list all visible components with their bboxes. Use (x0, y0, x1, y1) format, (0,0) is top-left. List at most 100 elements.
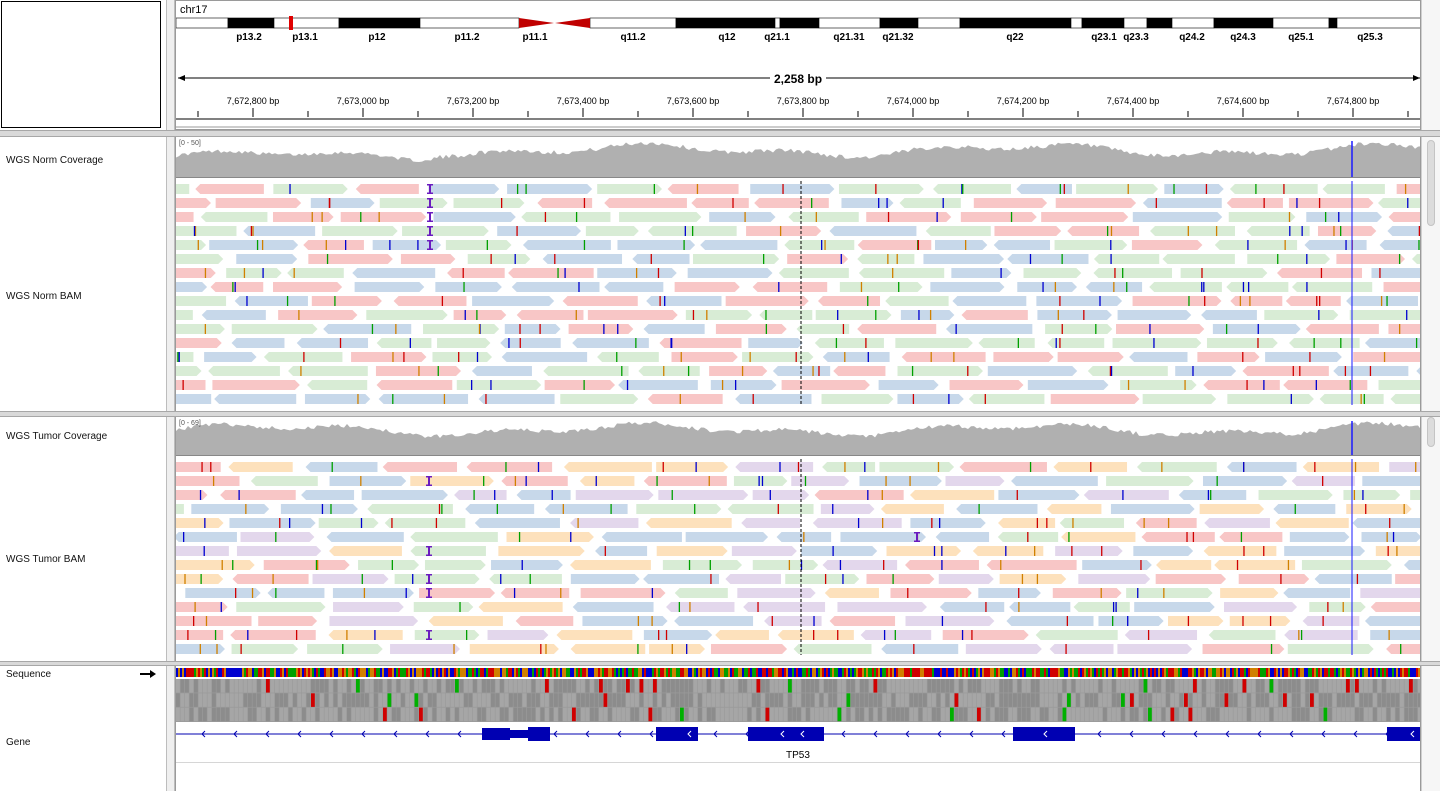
mismatch-mark (1360, 394, 1362, 404)
tumor-scrollbar-thumb[interactable] (1427, 417, 1435, 447)
mismatch-mark (1000, 560, 1002, 570)
codon (441, 679, 446, 693)
mismatch-mark (1318, 310, 1320, 320)
mismatch-mark (247, 630, 249, 640)
codon (585, 707, 590, 722)
codon (1233, 707, 1238, 722)
sequence-label[interactable]: Sequence (6, 669, 52, 680)
panel-divider[interactable] (0, 130, 1440, 137)
strand-arrow (265, 730, 270, 738)
mismatch-mark (777, 504, 779, 514)
gene-label[interactable]: Gene (6, 737, 31, 748)
codon (419, 679, 423, 693)
read (935, 240, 988, 250)
read (469, 644, 559, 654)
mismatch-mark (1387, 546, 1389, 556)
norm-coverage-track[interactable] (176, 137, 1421, 179)
gene-track[interactable] (176, 724, 1421, 762)
codon (293, 707, 297, 722)
codon (1251, 693, 1256, 707)
base (1410, 668, 1412, 677)
norm-scrollbar-thumb[interactable] (1427, 140, 1435, 226)
codon (1067, 693, 1071, 707)
mismatch-mark (818, 366, 820, 376)
norm-scrollbar[interactable] (1421, 137, 1440, 411)
position-ruler[interactable]: 7,672,800 bp 7,673,000 bp 7,673,200 bp 7,67… (176, 53, 1421, 130)
mismatch-mark (279, 518, 281, 528)
base (292, 668, 294, 677)
mismatch-mark (721, 380, 724, 390)
feature-scrollbar[interactable] (1421, 666, 1440, 791)
tumor-coverage-label[interactable]: WGS Tumor Coverage (6, 431, 108, 442)
codon (266, 679, 270, 693)
codon (824, 679, 828, 693)
base (1306, 668, 1308, 677)
codon (824, 707, 828, 722)
mismatch-mark (883, 560, 885, 570)
tumor-bam-track[interactable] (176, 459, 1421, 661)
read (587, 310, 678, 320)
read (1349, 310, 1420, 320)
tumor-scrollbar[interactable] (1421, 417, 1440, 661)
read (1283, 588, 1351, 598)
read (822, 352, 890, 362)
cytoband (774, 17, 781, 29)
mismatch-mark (525, 476, 527, 486)
base (688, 668, 690, 677)
base (956, 668, 958, 677)
codon (815, 707, 819, 722)
mismatch-mark (1269, 616, 1272, 626)
norm-coverage-label[interactable]: WGS Norm Coverage (6, 155, 104, 166)
right-arrow-icon[interactable] (140, 669, 156, 679)
mismatch-mark (651, 616, 653, 626)
tumor-splitter[interactable] (166, 417, 175, 661)
codon (594, 693, 599, 707)
codon (986, 693, 990, 707)
strand-arrow (1321, 730, 1326, 738)
base (686, 668, 688, 677)
base (732, 668, 734, 677)
codon (1314, 707, 1319, 722)
mismatch-mark (1415, 462, 1417, 472)
read (1212, 324, 1301, 334)
codon (518, 679, 522, 693)
read (1202, 644, 1285, 654)
tumor-coverage-track[interactable] (176, 417, 1421, 457)
codon (1364, 679, 1368, 693)
codon (810, 679, 815, 693)
header-splitter[interactable] (166, 0, 175, 130)
tumor-bam-label[interactable]: WGS Tumor BAM (6, 554, 86, 565)
read (1291, 476, 1356, 486)
norm-bam-label[interactable]: WGS Norm BAM (6, 291, 82, 302)
mismatch-mark (1324, 212, 1327, 222)
strand-arrow (1353, 730, 1358, 738)
feature-splitter[interactable] (166, 666, 175, 791)
chromosome-ideogram[interactable]: p13.2 p13.1 p12 p11.2 p11.1 q11.2 q12 q21.1 q21.… (176, 15, 1421, 45)
sequence-track[interactable] (176, 666, 1421, 723)
mismatch-mark (961, 184, 963, 194)
mismatch-mark (1386, 532, 1388, 542)
mismatch-mark (1283, 184, 1285, 194)
read (560, 394, 639, 404)
codon (932, 693, 936, 707)
codon (351, 679, 356, 693)
base (738, 668, 740, 677)
codon (383, 679, 387, 693)
mismatch-mark (710, 574, 712, 584)
codon (1179, 679, 1184, 693)
header-scrollbar[interactable] (1421, 0, 1440, 130)
codon (1319, 707, 1323, 722)
codon (234, 707, 239, 722)
panel-divider[interactable] (0, 411, 1440, 417)
codon (1301, 707, 1305, 722)
codon (1049, 707, 1053, 722)
mismatch-mark (1083, 310, 1085, 320)
base (608, 668, 610, 677)
panel-divider[interactable] (0, 661, 1440, 666)
norm-splitter[interactable] (166, 137, 175, 411)
base (1072, 668, 1074, 677)
mismatch-mark (496, 504, 498, 514)
base (232, 668, 234, 677)
read (1110, 504, 1195, 514)
norm-bam-track[interactable] (176, 181, 1421, 411)
